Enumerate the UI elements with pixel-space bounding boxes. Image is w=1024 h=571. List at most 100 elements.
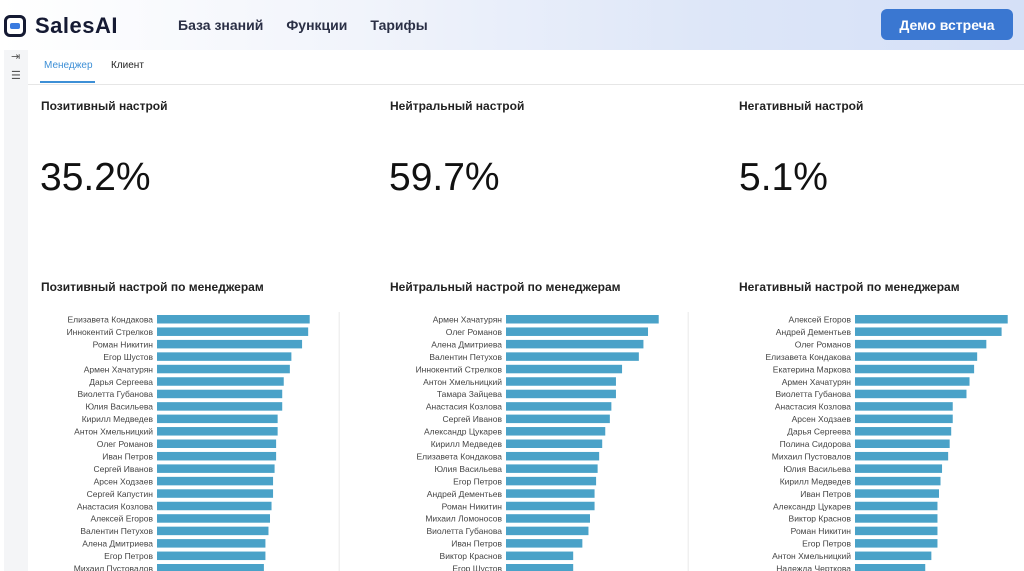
- bar-label: Антон Хмельницкий: [74, 427, 153, 437]
- bar[interactable]: [855, 476, 941, 486]
- nav-features[interactable]: Функции: [286, 17, 348, 33]
- bar[interactable]: [157, 439, 277, 449]
- bar[interactable]: [157, 402, 283, 411]
- expand-sidebar-icon[interactable]: ⇥: [11, 51, 21, 63]
- bar[interactable]: [157, 315, 310, 324]
- bar[interactable]: [855, 514, 938, 523]
- bar-label: Валентин Петухов: [429, 352, 502, 362]
- bar[interactable]: [855, 315, 1008, 324]
- bar[interactable]: [855, 389, 967, 399]
- bar[interactable]: [157, 539, 266, 548]
- bar[interactable]: [506, 514, 590, 523]
- bar[interactable]: [506, 389, 616, 399]
- bar-label: Виктор Краснов: [440, 551, 503, 561]
- bar-label: Олег Романов: [795, 339, 852, 349]
- nav-knowledge-base[interactable]: База знаний: [178, 17, 264, 33]
- bar[interactable]: [506, 414, 610, 424]
- bar-label: Арсен Ходзаев: [94, 476, 154, 486]
- bar[interactable]: [855, 377, 970, 386]
- demo-meeting-button[interactable]: Демо встреча: [881, 9, 1013, 40]
- kpi-positive-title: Позитивный настрой: [41, 99, 168, 113]
- bar[interactable]: [506, 352, 639, 361]
- bar[interactable]: [157, 389, 283, 399]
- kpi-neutral-value: 59.7%: [389, 156, 500, 199]
- bar[interactable]: [855, 402, 953, 411]
- bar[interactable]: [506, 427, 606, 436]
- nav-pricing[interactable]: Тарифы: [370, 17, 428, 33]
- bar[interactable]: [157, 551, 266, 561]
- bar[interactable]: [506, 564, 574, 571]
- bar[interactable]: [157, 476, 274, 486]
- bar-label: Александр Цукарев: [424, 427, 503, 437]
- bar[interactable]: [506, 489, 595, 498]
- bar[interactable]: [157, 339, 303, 349]
- bar[interactable]: [157, 364, 290, 374]
- bar-label: Екатерина Маркова: [773, 364, 851, 374]
- bar-label: Юлия Васильева: [434, 464, 502, 474]
- bar[interactable]: [855, 464, 943, 473]
- bar-label: Валентин Петухов: [80, 526, 153, 536]
- bar[interactable]: [855, 327, 1002, 336]
- bar[interactable]: [157, 377, 284, 386]
- chart-positive-title: Позитивный настрой по менеджерам: [41, 280, 264, 294]
- bar-label: Иннокентий Стрелков: [67, 327, 154, 337]
- kpi-negative-title: Негативный настрой: [739, 99, 864, 113]
- bar-label: Елизавета Кондакова: [67, 315, 153, 325]
- kpi-positive-value: 35.2%: [40, 156, 151, 199]
- bar-label: Полина Сидорова: [780, 439, 852, 449]
- bar[interactable]: [506, 451, 600, 461]
- chart-positive: Елизавета Кондакова Иннокентий Стрелков Ро…: [41, 312, 341, 571]
- bar[interactable]: [506, 464, 598, 473]
- bar-label: Юлия Васильева: [85, 402, 153, 412]
- bar-label: Виолетта Губанова: [776, 389, 852, 399]
- bar[interactable]: [855, 489, 939, 498]
- bar[interactable]: [855, 427, 952, 436]
- bar[interactable]: [506, 539, 583, 548]
- bar[interactable]: [157, 414, 278, 424]
- bar[interactable]: [157, 501, 272, 511]
- bar[interactable]: [157, 514, 271, 523]
- bar[interactable]: [506, 377, 616, 386]
- bar-label: Алексей Егоров: [90, 514, 153, 524]
- bar[interactable]: [506, 402, 612, 411]
- bar[interactable]: [855, 352, 978, 361]
- bar-label: Егор Петров: [104, 551, 153, 561]
- bar[interactable]: [855, 414, 953, 424]
- bar[interactable]: [855, 451, 949, 461]
- bar[interactable]: [506, 551, 574, 561]
- bar-chart-svg: Елизавета Кондакова Иннокентий Стрелков Ро…: [67, 312, 340, 571]
- kpi-neutral-title: Нейтральный настрой: [390, 99, 525, 113]
- bar-chart-svg: Алексей Егоров Андрей Дементьев Олег Роман…: [765, 315, 1008, 571]
- bar[interactable]: [157, 464, 275, 473]
- bar[interactable]: [855, 501, 938, 511]
- kpi-negative-value: 5.1%: [739, 156, 828, 199]
- bar[interactable]: [855, 526, 938, 536]
- bar[interactable]: [157, 327, 309, 336]
- bar[interactable]: [855, 339, 987, 349]
- brand-logo[interactable]: SalesAI: [4, 13, 118, 39]
- bar[interactable]: [506, 315, 659, 324]
- bar[interactable]: [855, 564, 926, 571]
- bar-label: Виолетта Губанова: [427, 526, 503, 536]
- bar[interactable]: [506, 501, 595, 511]
- bar[interactable]: [855, 539, 938, 548]
- bar[interactable]: [157, 564, 264, 571]
- bar[interactable]: [157, 352, 292, 361]
- bar[interactable]: [506, 526, 589, 536]
- tab-manager[interactable]: Менеджер: [44, 60, 93, 71]
- bar[interactable]: [506, 439, 603, 449]
- bar[interactable]: [855, 364, 975, 374]
- tab-client[interactable]: Клиент: [111, 60, 144, 71]
- chart-neutral: Армен Хачатурян Олег Романов Алена Дмитрие…: [390, 312, 690, 571]
- bar[interactable]: [506, 364, 623, 374]
- bar[interactable]: [506, 339, 644, 349]
- bar[interactable]: [506, 476, 597, 486]
- bar[interactable]: [157, 489, 274, 498]
- bar[interactable]: [506, 327, 649, 336]
- bar[interactable]: [157, 451, 277, 461]
- filter-icon[interactable]: ☰: [11, 70, 21, 82]
- bar[interactable]: [157, 427, 278, 436]
- bar[interactable]: [855, 439, 950, 449]
- bar[interactable]: [157, 526, 269, 536]
- bar[interactable]: [855, 551, 932, 561]
